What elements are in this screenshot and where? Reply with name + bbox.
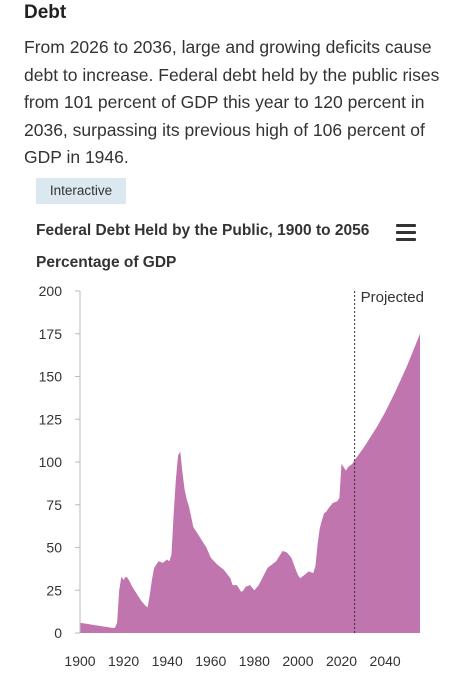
x-tick-label: 1920 — [108, 653, 139, 669]
chart-title: Federal Debt Held by the Public, 1900 to… — [36, 222, 370, 239]
hamburger-menu-icon[interactable] — [396, 224, 416, 242]
debt-area-series — [80, 333, 420, 633]
x-tick-label: 1960 — [195, 653, 226, 669]
section-paragraph: From 2026 to 2036, large and growing def… — [24, 37, 440, 167]
y-tick-label: 75 — [46, 497, 62, 513]
projection-label: Projected — [361, 289, 424, 306]
x-tick-label: 1900 — [64, 653, 95, 669]
x-tick-label: 2000 — [282, 653, 313, 669]
y-tick-label: 125 — [39, 411, 63, 427]
x-tick-label: 1980 — [239, 653, 270, 669]
interactive-badge: Interactive — [36, 178, 126, 204]
y-tick-label: 200 — [39, 283, 63, 299]
y-tick-label: 50 — [46, 540, 62, 556]
x-tick-label: 2020 — [326, 653, 357, 669]
y-tick-label: 175 — [39, 326, 63, 342]
x-tick-label: 2040 — [370, 653, 401, 669]
y-tick-label: 150 — [39, 369, 63, 385]
y-axis-label: Percentage of GDP — [36, 254, 177, 271]
x-tick-label: 1940 — [152, 653, 183, 669]
y-tick-label: 25 — [46, 582, 62, 598]
section-heading: Debt — [24, 2, 67, 23]
y-tick-label: 0 — [54, 625, 62, 641]
y-tick-label: 100 — [39, 454, 63, 470]
